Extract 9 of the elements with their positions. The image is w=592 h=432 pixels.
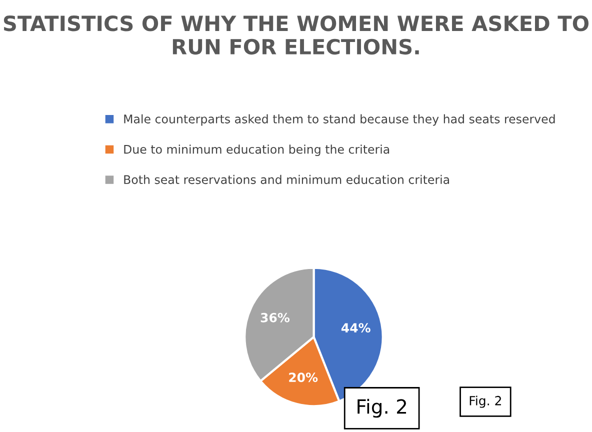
data-label: 20%	[289, 372, 318, 382]
legend-label: Both seat reservations and minimum education criteria	[124, 174, 450, 184]
legend-label: Male counterparts asked them to stand because they had seats reserved	[124, 114, 555, 126]
caption: Fig. 2	[358, 398, 406, 418]
data-label: 36%	[260, 312, 290, 322]
chart-title: STATISTICS OF WHY THE WOMEN WERE ASKED TO RUN FOR ELECTIONS.	[4, 15, 589, 55]
data-label: 44%	[341, 323, 370, 333]
legend-label: Due to minimum education being the criteria	[124, 144, 390, 156]
caption: Fig. 2	[470, 396, 501, 408]
